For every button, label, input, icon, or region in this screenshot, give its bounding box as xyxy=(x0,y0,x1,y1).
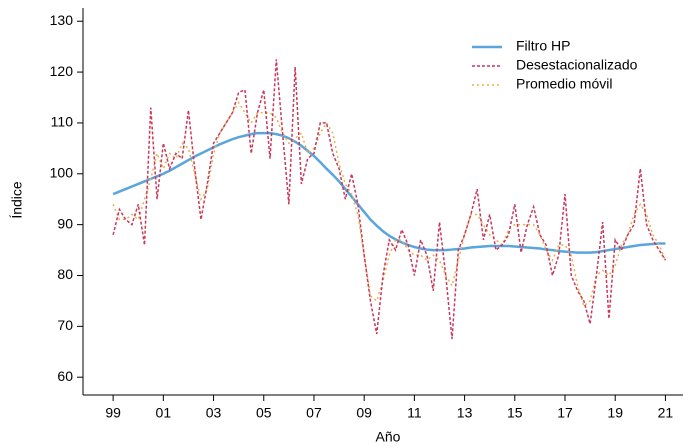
x-tick-label: 15 xyxy=(507,405,523,421)
x-tick-label: 11 xyxy=(407,405,422,421)
series-line xyxy=(112,101,667,308)
legend-label: Desestacionalizado xyxy=(516,57,638,73)
series-line xyxy=(112,131,666,254)
x-tick-label: 21 xyxy=(658,405,674,421)
series-line xyxy=(112,59,667,340)
x-tick-label: 03 xyxy=(206,405,222,421)
x-tick-label: 19 xyxy=(607,405,623,421)
x-tick-label: 07 xyxy=(306,405,322,421)
y-tick-label: 110 xyxy=(51,114,74,130)
y-tick-label: 80 xyxy=(57,266,73,282)
y-axis-label: Índice xyxy=(9,181,25,219)
x-tick-label: 99 xyxy=(105,405,121,421)
legend-label: Promedio móvil xyxy=(516,76,612,92)
x-tick-label: 13 xyxy=(457,405,473,421)
x-tick-label: 09 xyxy=(356,405,372,421)
y-tick-label: 130 xyxy=(50,12,74,28)
x-tick-label: 17 xyxy=(557,405,573,421)
x-tick-label: 05 xyxy=(256,405,272,421)
y-tick-label: 60 xyxy=(57,368,73,384)
y-tick-label: 120 xyxy=(50,63,74,79)
x-tick-label: 01 xyxy=(156,405,172,421)
y-tick-label: 90 xyxy=(57,215,73,231)
legend-label: Filtro HP xyxy=(516,38,570,54)
y-tick-label: 70 xyxy=(57,317,73,333)
x-axis-label: Año xyxy=(376,429,401,445)
y-tick-label: 100 xyxy=(50,164,74,180)
